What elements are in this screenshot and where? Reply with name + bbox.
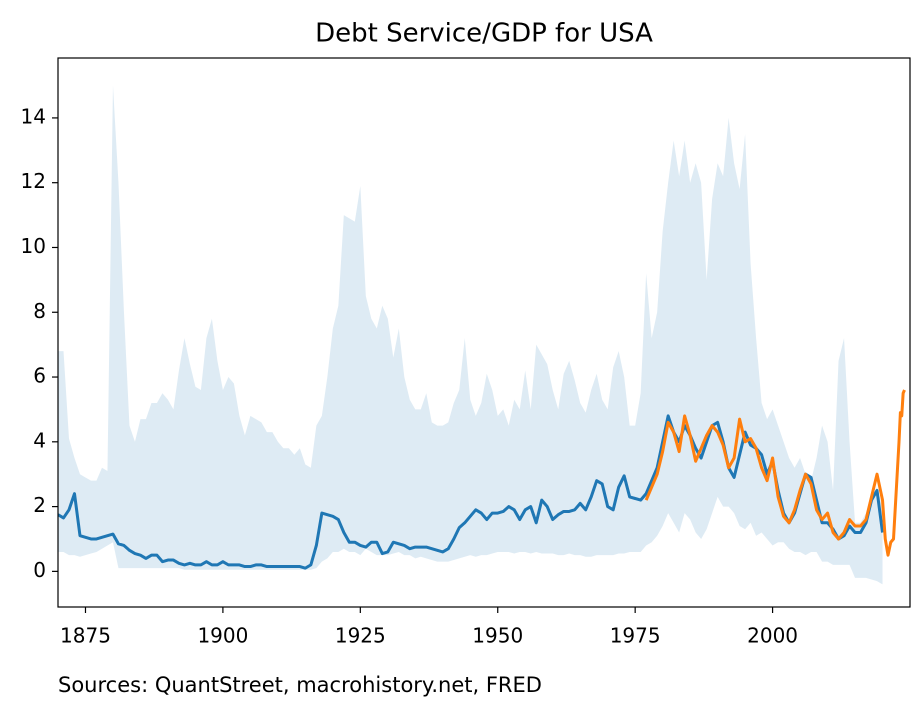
y-tick-label: 12 — [21, 169, 46, 193]
data-line — [58, 414, 885, 570]
x-tick-label: 1875 — [60, 624, 111, 648]
y-tick-label: 8 — [33, 299, 46, 323]
y-tick-label: 0 — [33, 558, 46, 582]
source-note: Sources: QuantStreet, macrohistory.net, … — [58, 673, 542, 697]
x-tick-label: 1900 — [197, 624, 248, 648]
y-tick-label: 6 — [33, 364, 46, 388]
y-tick-label: 10 — [21, 234, 46, 258]
y-tick-label: 2 — [33, 493, 46, 517]
x-tick-label: 1975 — [610, 624, 661, 648]
y-tick-label: 4 — [33, 428, 46, 452]
x-tick-label: 1950 — [472, 624, 523, 648]
x-tick-label: 2000 — [747, 624, 798, 648]
y-tick-label: 14 — [21, 104, 46, 128]
plot-frame — [57, 57, 911, 608]
data-line — [644, 389, 906, 557]
x-tick-label: 1925 — [335, 624, 386, 648]
range-band — [58, 85, 883, 585]
chart-title: Debt Service/GDP for USA — [315, 19, 653, 49]
